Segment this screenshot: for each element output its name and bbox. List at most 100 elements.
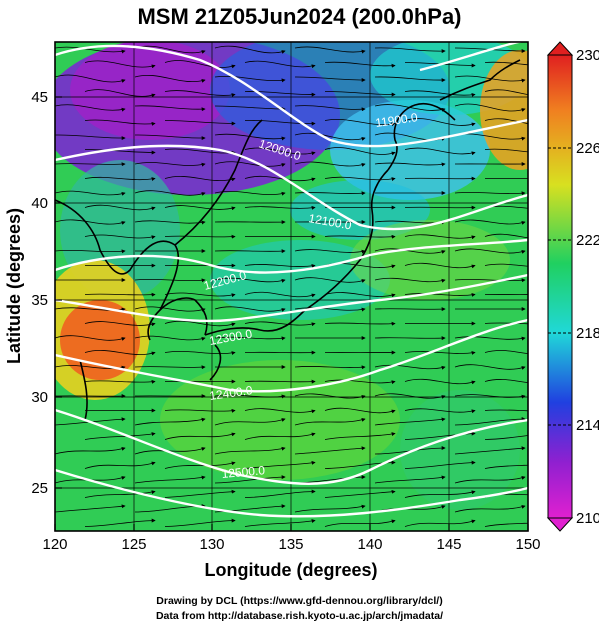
x-tick-label: 125 [121, 536, 146, 553]
streamline [134, 365, 206, 370]
streamline [484, 89, 528, 96]
streamline [55, 249, 126, 254]
x-tick-label: 135 [278, 536, 303, 553]
colorbar-label: 214 [576, 417, 599, 434]
streamline [84, 204, 156, 211]
streamline [214, 306, 286, 312]
streamline [244, 432, 316, 440]
streamline [454, 446, 526, 455]
streamline [214, 277, 286, 283]
contour-label: 12400.0 [208, 383, 253, 403]
colorbar-scale [547, 54, 573, 519]
streamline [214, 76, 286, 83]
grid-lines [55, 42, 528, 531]
streamline [214, 336, 286, 341]
streamline [404, 490, 476, 498]
streamline [164, 408, 236, 413]
streamline [484, 61, 528, 66]
streamline [164, 120, 236, 126]
streamline [484, 233, 528, 239]
streamline [134, 134, 206, 141]
x-tick-label: 140 [357, 536, 382, 553]
streamline [134, 417, 206, 426]
wind-streamlines [55, 45, 528, 527]
streamline [134, 162, 206, 167]
streamline [324, 147, 396, 156]
colorbar-label: 222 [576, 232, 599, 249]
streamline [84, 461, 156, 469]
streamline [294, 249, 366, 254]
colorbar-max-arrow [546, 41, 574, 56]
streamline [214, 475, 286, 484]
streamline [214, 105, 286, 112]
streamline [374, 162, 446, 167]
streamline [164, 489, 236, 498]
geopotential-contours [55, 42, 528, 518]
streamline [294, 504, 366, 513]
streamline [244, 379, 316, 384]
streamline [134, 278, 206, 283]
streamline [454, 219, 526, 225]
streamline [55, 219, 126, 225]
streamline [214, 446, 286, 455]
x-axis-label: Longitude (degrees) [204, 560, 377, 580]
temperature-field [55, 42, 528, 531]
streamline [164, 234, 236, 239]
streamline [374, 248, 446, 254]
streamline [324, 176, 396, 182]
streamline [244, 321, 316, 327]
streamline [244, 60, 316, 69]
contour-label: 12500.0 [221, 463, 266, 481]
streamline [374, 364, 446, 370]
streamline [324, 432, 396, 440]
streamline [374, 393, 446, 399]
streamline [84, 321, 156, 327]
streamline [55, 335, 126, 341]
streamline [164, 432, 236, 440]
streamline [484, 435, 528, 440]
streamline [324, 91, 396, 97]
streamline [134, 475, 206, 484]
streamline [484, 350, 528, 355]
streamline [55, 134, 126, 141]
streamline [324, 379, 396, 385]
streamline [404, 292, 476, 297]
streamline [55, 104, 126, 112]
streamline [244, 408, 316, 414]
streamline [374, 336, 446, 341]
contour-label: 11900.0 [374, 110, 418, 130]
streamline [404, 431, 476, 440]
credit-drawing: Drawing by DCL (https://www.gfd-dennou.o… [156, 595, 443, 607]
streamline [374, 417, 446, 426]
streamline [164, 350, 236, 356]
streamline [294, 277, 366, 283]
streamline [84, 234, 156, 240]
streamline [214, 45, 286, 54]
streamline [454, 475, 526, 484]
streamline [294, 46, 366, 54]
streamline [84, 490, 156, 498]
y-axis-label: Latitude (degrees) [4, 208, 24, 364]
streamline [484, 464, 528, 469]
chart-title: MSM 21Z05Jun2024 (200.0hPa) [137, 4, 462, 29]
axis-ticks [54, 96, 529, 531]
streamline [454, 364, 526, 370]
streamline [84, 89, 156, 98]
streamline [324, 519, 396, 527]
streamline [294, 417, 366, 426]
streamline [244, 175, 316, 182]
streamline [404, 262, 476, 269]
streamline [244, 519, 316, 527]
streamline [164, 205, 236, 211]
streamline [374, 47, 446, 54]
streamline [374, 76, 446, 83]
streamline [324, 234, 396, 239]
colorbar: 230 226 222 218 214 210 [546, 41, 599, 532]
streamline [454, 103, 526, 112]
streamline [55, 74, 126, 83]
streamline [404, 350, 476, 355]
streamline [244, 147, 316, 156]
streamline [214, 161, 286, 167]
streamline [134, 335, 206, 341]
